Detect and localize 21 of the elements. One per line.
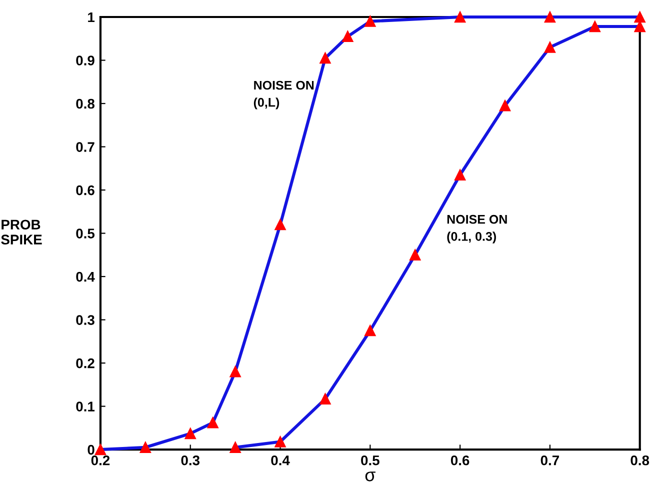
y-tick-label: 0.8 <box>76 98 94 109</box>
annotation: NOISE ON (0.1, 0.3) <box>447 214 507 244</box>
x-tick-label: 0.6 <box>450 455 470 466</box>
y-tick-label: 0.3 <box>76 315 94 325</box>
y-axis-title: PROB SPIKE <box>1 220 42 244</box>
x-tick-label: 0.8 <box>630 455 650 466</box>
x-tick-label: 0.7 <box>540 455 559 466</box>
x-axis-title: σ <box>365 472 376 482</box>
y-tick-label: 0 <box>88 444 94 455</box>
y-tick-label: 0.1 <box>76 402 95 412</box>
y-tick-label: 0.6 <box>76 185 94 196</box>
y-tick-label: 0.2 <box>76 358 94 368</box>
x-tick-label: 0.3 <box>181 455 200 466</box>
x-tick-label: 0.5 <box>361 455 380 466</box>
y-tick-label: 1 <box>88 12 95 22</box>
y-tick-label: 0.9 <box>76 56 94 66</box>
annotation: NOISE ON (0,L) <box>254 80 314 110</box>
y-tick-label: 0.4 <box>76 272 95 282</box>
y-tick-label: 0.5 <box>76 228 95 238</box>
x-tick-label: 0.4 <box>271 455 290 466</box>
y-tick-label: 0.7 <box>76 142 94 152</box>
